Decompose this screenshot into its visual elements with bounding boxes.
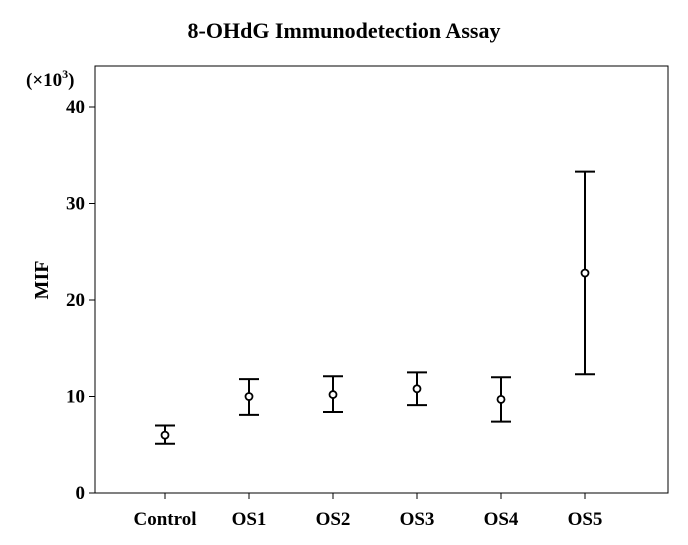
x-tick-label: OS5	[568, 509, 603, 530]
y-scale-label: (×103)	[26, 67, 74, 91]
y-axis-label: MIF	[31, 261, 53, 300]
mean-point	[496, 394, 506, 404]
error-bar-group	[491, 376, 511, 423]
y-scale-exponent: 3	[62, 67, 68, 81]
error-bar-group	[155, 424, 175, 445]
mean-point	[328, 390, 338, 399]
x-axis: Control OS1 OS2 OS3 OS4 OS5	[134, 493, 603, 530]
y-tick-label: 40	[66, 97, 85, 118]
y-tick-label: 20	[66, 290, 85, 311]
x-tick-label: OS3	[400, 509, 435, 530]
plot-frame	[94, 65, 669, 494]
y-tick-label: 0	[76, 483, 86, 504]
mean-point	[160, 430, 170, 440]
error-bar-group	[407, 371, 427, 407]
y-axis: 0 10 20 30 40	[66, 97, 95, 504]
chart-title: 8-OHdG Immunodetection Assay	[187, 18, 501, 43]
y-scale-prefix: (×10	[26, 70, 62, 91]
x-tick-label: OS2	[316, 509, 351, 530]
mean-point	[580, 268, 590, 278]
error-bar-group	[323, 375, 343, 413]
y-tick-label: 30	[66, 194, 85, 215]
error-bars	[155, 170, 595, 445]
y-scale-close: )	[68, 70, 74, 91]
mean-point	[244, 392, 254, 401]
y-tick-label: 10	[66, 387, 85, 408]
x-tick-label: OS4	[484, 509, 519, 530]
x-tick-label: OS1	[232, 509, 267, 530]
error-bar-group	[575, 170, 595, 376]
x-tick-label: Control	[134, 509, 197, 530]
mean-point	[412, 384, 422, 394]
error-bar-group	[239, 378, 259, 416]
